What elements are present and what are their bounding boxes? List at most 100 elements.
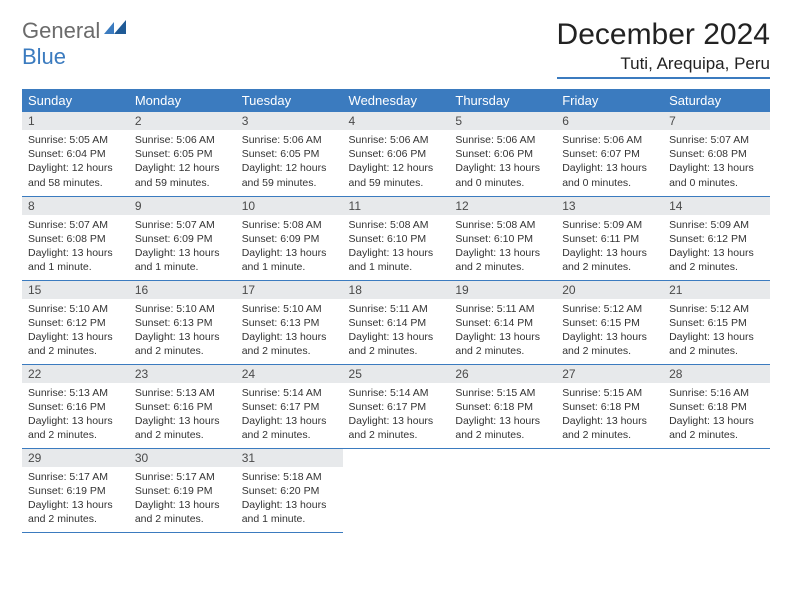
day-number: 23 [129, 365, 236, 383]
day-body: Sunrise: 5:17 AMSunset: 6:19 PMDaylight:… [22, 467, 129, 531]
day-number: 3 [236, 112, 343, 130]
day-number: 26 [449, 365, 556, 383]
day-cell: 8Sunrise: 5:07 AMSunset: 6:08 PMDaylight… [22, 196, 129, 280]
day-number: 5 [449, 112, 556, 130]
day-cell: 25Sunrise: 5:14 AMSunset: 6:17 PMDayligh… [343, 364, 450, 448]
day-number: 29 [22, 449, 129, 467]
day-number: 9 [129, 197, 236, 215]
day-cell: 13Sunrise: 5:09 AMSunset: 6:11 PMDayligh… [556, 196, 663, 280]
day-number: 20 [556, 281, 663, 299]
day-body: Sunrise: 5:12 AMSunset: 6:15 PMDaylight:… [556, 299, 663, 363]
day-cell: 2Sunrise: 5:06 AMSunset: 6:05 PMDaylight… [129, 112, 236, 196]
day-body: Sunrise: 5:18 AMSunset: 6:20 PMDaylight:… [236, 467, 343, 531]
day-body: Sunrise: 5:07 AMSunset: 6:09 PMDaylight:… [129, 215, 236, 279]
day-number: 2 [129, 112, 236, 130]
day-body: Sunrise: 5:11 AMSunset: 6:14 PMDaylight:… [343, 299, 450, 363]
day-number: 13 [556, 197, 663, 215]
day-number: 14 [663, 197, 770, 215]
day-cell: 10Sunrise: 5:08 AMSunset: 6:09 PMDayligh… [236, 196, 343, 280]
day-number: 24 [236, 365, 343, 383]
weekday-header: Monday [129, 89, 236, 112]
day-body: Sunrise: 5:06 AMSunset: 6:06 PMDaylight:… [449, 130, 556, 194]
day-body: Sunrise: 5:07 AMSunset: 6:08 PMDaylight:… [663, 130, 770, 194]
month-title: December 2024 [557, 18, 770, 52]
day-body: Sunrise: 5:14 AMSunset: 6:17 PMDaylight:… [236, 383, 343, 447]
day-body: Sunrise: 5:07 AMSunset: 6:08 PMDaylight:… [22, 215, 129, 279]
logo-mark-icon [104, 25, 128, 42]
day-number: 17 [236, 281, 343, 299]
day-number: 31 [236, 449, 343, 467]
day-cell: 24Sunrise: 5:14 AMSunset: 6:17 PMDayligh… [236, 364, 343, 448]
day-cell [343, 448, 450, 532]
day-body: Sunrise: 5:08 AMSunset: 6:10 PMDaylight:… [449, 215, 556, 279]
weekday-header: Tuesday [236, 89, 343, 112]
day-cell: 30Sunrise: 5:17 AMSunset: 6:19 PMDayligh… [129, 448, 236, 532]
day-number: 15 [22, 281, 129, 299]
day-body: Sunrise: 5:15 AMSunset: 6:18 PMDaylight:… [556, 383, 663, 447]
day-cell: 23Sunrise: 5:13 AMSunset: 6:16 PMDayligh… [129, 364, 236, 448]
day-cell: 7Sunrise: 5:07 AMSunset: 6:08 PMDaylight… [663, 112, 770, 196]
day-body: Sunrise: 5:05 AMSunset: 6:04 PMDaylight:… [22, 130, 129, 194]
day-body: Sunrise: 5:16 AMSunset: 6:18 PMDaylight:… [663, 383, 770, 447]
day-cell: 3Sunrise: 5:06 AMSunset: 6:05 PMDaylight… [236, 112, 343, 196]
day-cell: 14Sunrise: 5:09 AMSunset: 6:12 PMDayligh… [663, 196, 770, 280]
day-body: Sunrise: 5:15 AMSunset: 6:18 PMDaylight:… [449, 383, 556, 447]
day-body: Sunrise: 5:13 AMSunset: 6:16 PMDaylight:… [22, 383, 129, 447]
day-cell: 19Sunrise: 5:11 AMSunset: 6:14 PMDayligh… [449, 280, 556, 364]
day-number: 10 [236, 197, 343, 215]
day-cell: 16Sunrise: 5:10 AMSunset: 6:13 PMDayligh… [129, 280, 236, 364]
day-body: Sunrise: 5:06 AMSunset: 6:07 PMDaylight:… [556, 130, 663, 194]
day-number: 19 [449, 281, 556, 299]
day-number: 6 [556, 112, 663, 130]
weekday-header: Saturday [663, 89, 770, 112]
day-body: Sunrise: 5:10 AMSunset: 6:12 PMDaylight:… [22, 299, 129, 363]
day-cell: 4Sunrise: 5:06 AMSunset: 6:06 PMDaylight… [343, 112, 450, 196]
calendar-week-row: 1Sunrise: 5:05 AMSunset: 6:04 PMDaylight… [22, 112, 770, 196]
day-body: Sunrise: 5:11 AMSunset: 6:14 PMDaylight:… [449, 299, 556, 363]
calendar-week-row: 8Sunrise: 5:07 AMSunset: 6:08 PMDaylight… [22, 196, 770, 280]
day-cell: 15Sunrise: 5:10 AMSunset: 6:12 PMDayligh… [22, 280, 129, 364]
day-cell: 26Sunrise: 5:15 AMSunset: 6:18 PMDayligh… [449, 364, 556, 448]
day-body: Sunrise: 5:14 AMSunset: 6:17 PMDaylight:… [343, 383, 450, 447]
day-number: 11 [343, 197, 450, 215]
day-cell: 31Sunrise: 5:18 AMSunset: 6:20 PMDayligh… [236, 448, 343, 532]
day-number: 21 [663, 281, 770, 299]
weekday-header-row: SundayMondayTuesdayWednesdayThursdayFrid… [22, 89, 770, 112]
day-cell: 12Sunrise: 5:08 AMSunset: 6:10 PMDayligh… [449, 196, 556, 280]
logo-text-wrap: General Blue [22, 18, 128, 70]
day-body: Sunrise: 5:09 AMSunset: 6:12 PMDaylight:… [663, 215, 770, 279]
day-cell: 27Sunrise: 5:15 AMSunset: 6:18 PMDayligh… [556, 364, 663, 448]
location-text: Tuti, Arequipa, Peru [557, 54, 770, 79]
day-body: Sunrise: 5:08 AMSunset: 6:09 PMDaylight:… [236, 215, 343, 279]
day-body: Sunrise: 5:12 AMSunset: 6:15 PMDaylight:… [663, 299, 770, 363]
day-cell: 21Sunrise: 5:12 AMSunset: 6:15 PMDayligh… [663, 280, 770, 364]
day-body: Sunrise: 5:10 AMSunset: 6:13 PMDaylight:… [129, 299, 236, 363]
logo-text-blue: Blue [22, 44, 66, 69]
day-number: 1 [22, 112, 129, 130]
day-body: Sunrise: 5:17 AMSunset: 6:19 PMDaylight:… [129, 467, 236, 531]
day-cell: 6Sunrise: 5:06 AMSunset: 6:07 PMDaylight… [556, 112, 663, 196]
day-number: 30 [129, 449, 236, 467]
day-body: Sunrise: 5:10 AMSunset: 6:13 PMDaylight:… [236, 299, 343, 363]
day-body: Sunrise: 5:06 AMSunset: 6:05 PMDaylight:… [129, 130, 236, 194]
weekday-header: Friday [556, 89, 663, 112]
day-cell: 5Sunrise: 5:06 AMSunset: 6:06 PMDaylight… [449, 112, 556, 196]
day-body: Sunrise: 5:13 AMSunset: 6:16 PMDaylight:… [129, 383, 236, 447]
day-number: 7 [663, 112, 770, 130]
weekday-header: Wednesday [343, 89, 450, 112]
day-number: 18 [343, 281, 450, 299]
day-cell [449, 448, 556, 532]
day-cell [556, 448, 663, 532]
day-body: Sunrise: 5:09 AMSunset: 6:11 PMDaylight:… [556, 215, 663, 279]
weekday-header: Thursday [449, 89, 556, 112]
day-cell [663, 448, 770, 532]
calendar-table: SundayMondayTuesdayWednesdayThursdayFrid… [22, 89, 770, 533]
day-number: 16 [129, 281, 236, 299]
day-cell: 29Sunrise: 5:17 AMSunset: 6:19 PMDayligh… [22, 448, 129, 532]
day-cell: 28Sunrise: 5:16 AMSunset: 6:18 PMDayligh… [663, 364, 770, 448]
day-cell: 11Sunrise: 5:08 AMSunset: 6:10 PMDayligh… [343, 196, 450, 280]
logo: General Blue [22, 18, 128, 70]
day-number: 25 [343, 365, 450, 383]
day-cell: 1Sunrise: 5:05 AMSunset: 6:04 PMDaylight… [22, 112, 129, 196]
day-number: 8 [22, 197, 129, 215]
